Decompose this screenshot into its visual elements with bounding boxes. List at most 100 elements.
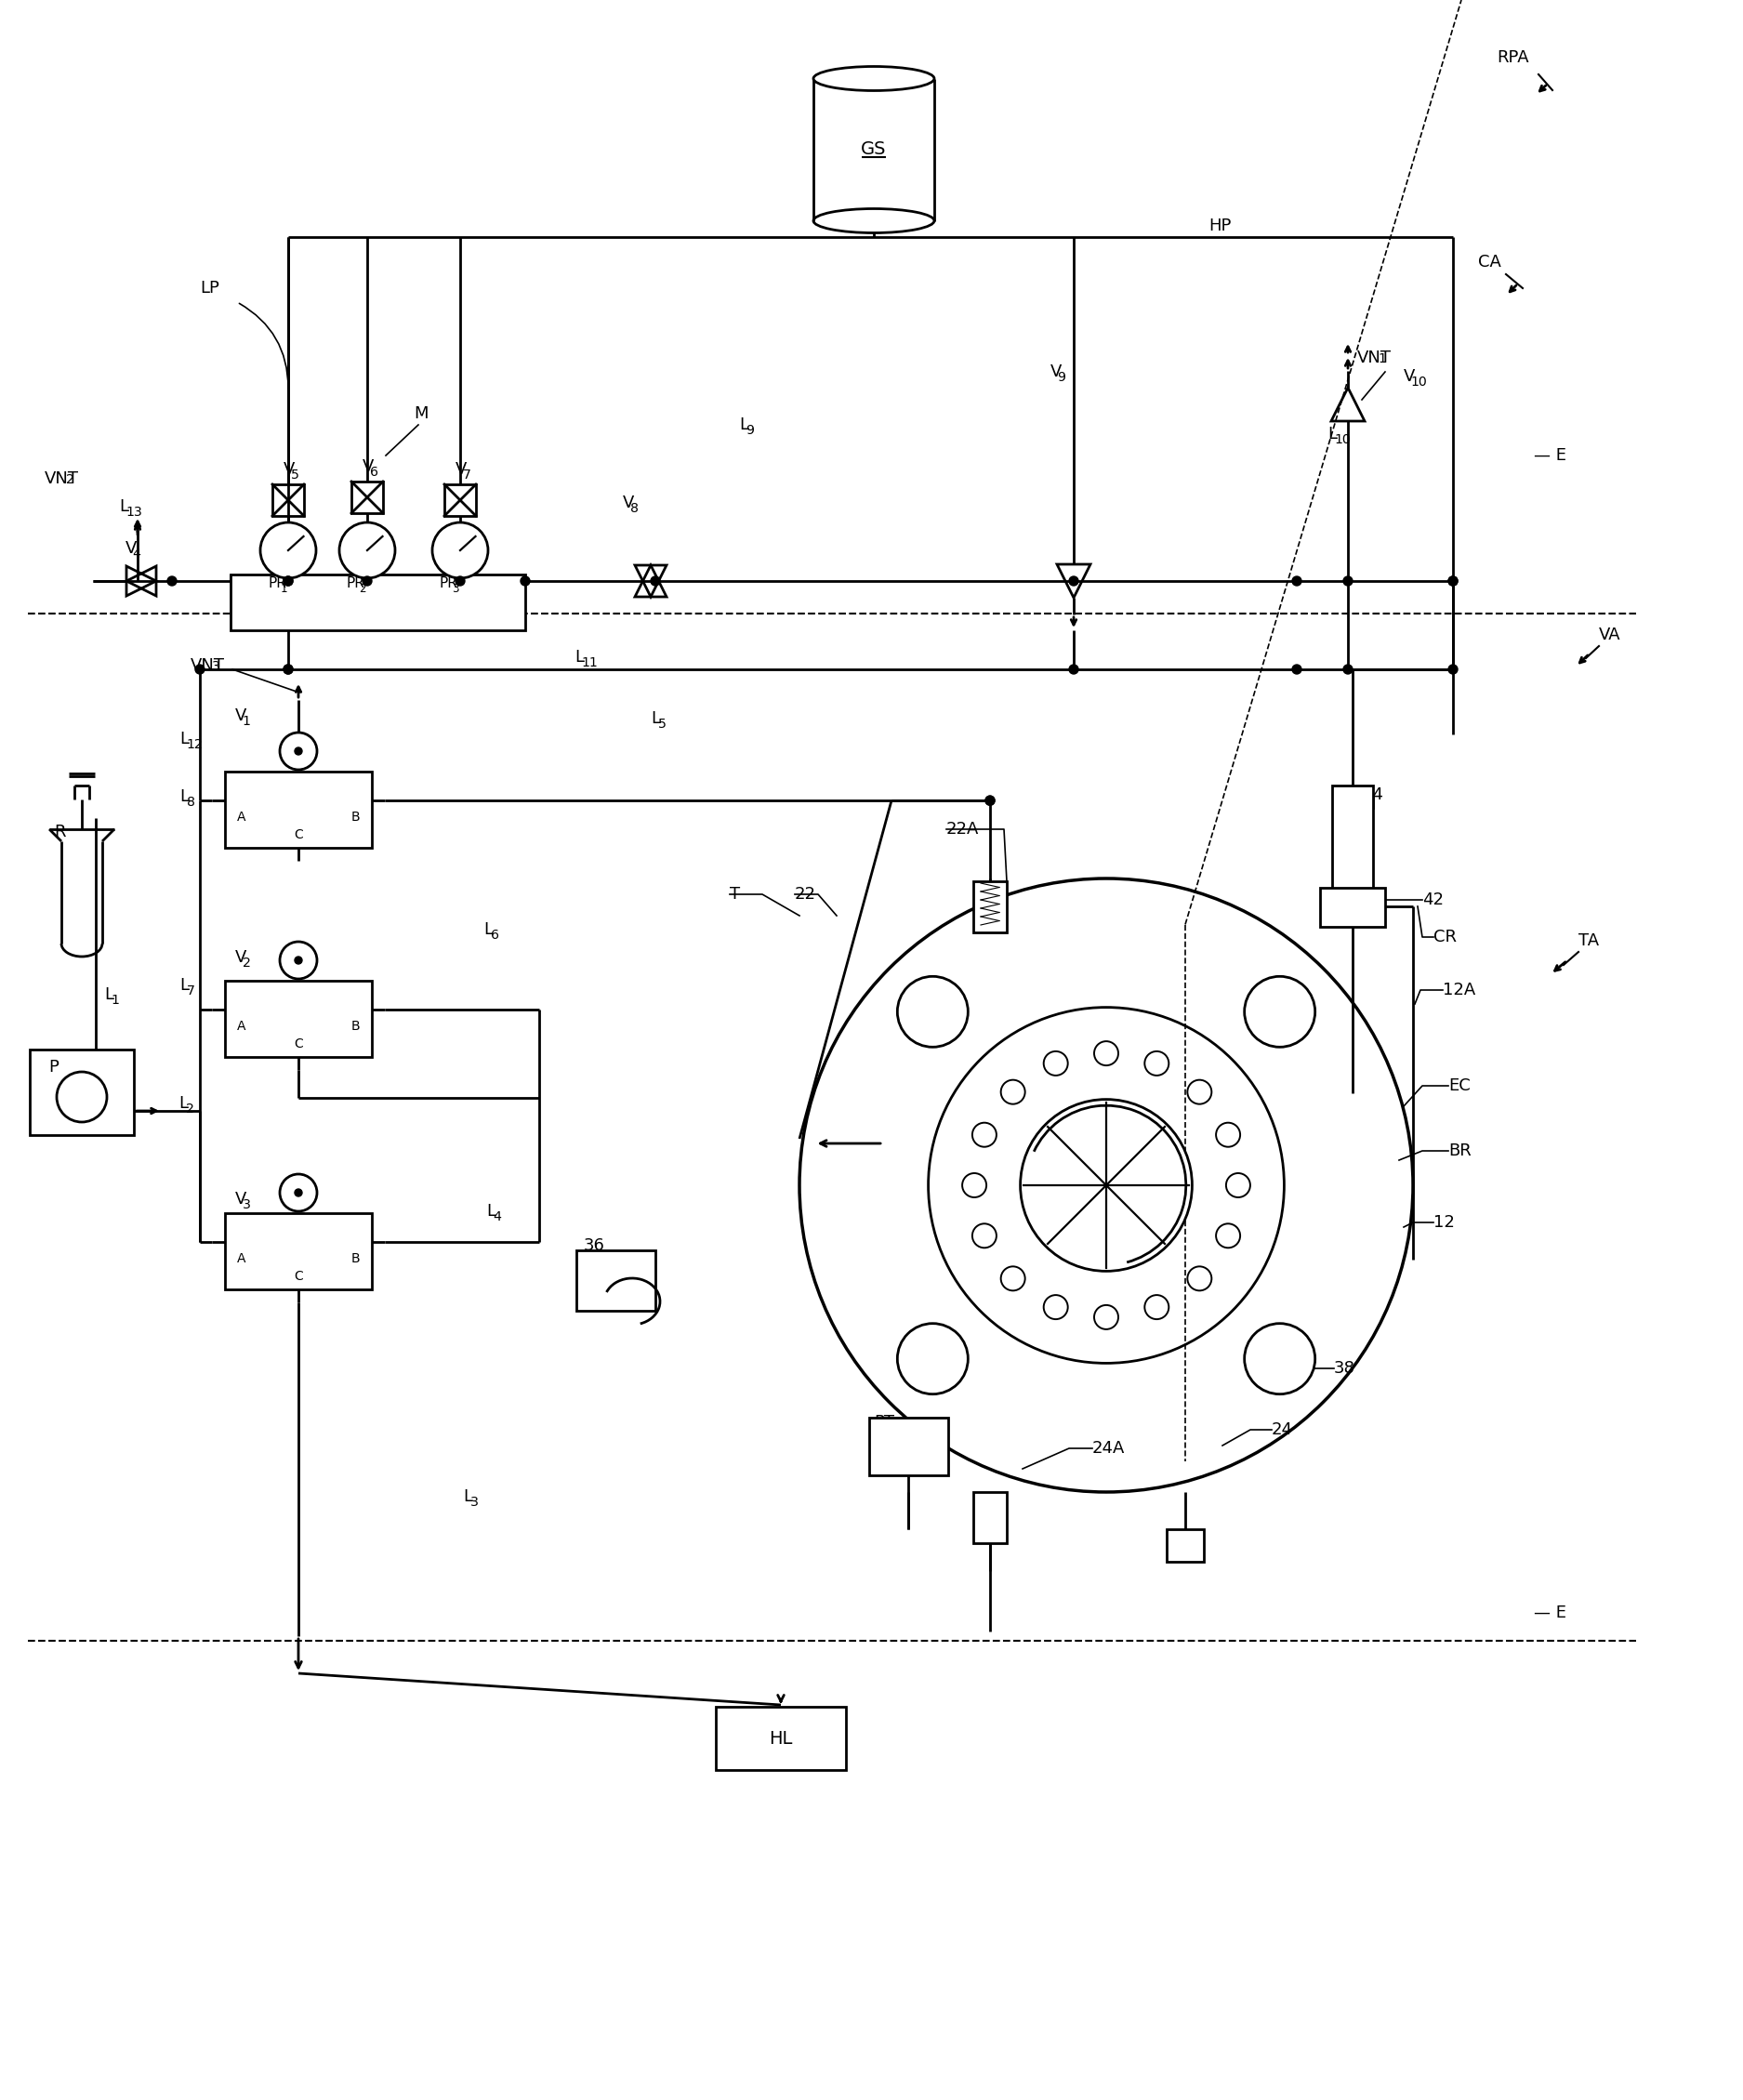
Text: VA: VA [1598, 626, 1621, 643]
Text: 22A: 22A [946, 821, 980, 838]
Text: 22: 22 [795, 886, 816, 903]
Text: L: L [178, 1094, 188, 1111]
Text: 13: 13 [125, 506, 143, 519]
Text: V: V [235, 708, 248, 724]
Circle shape [1448, 575, 1457, 586]
Text: 3: 3 [242, 1199, 251, 1212]
Text: 11: 11 [582, 657, 598, 670]
Text: 24A: 24A [1093, 1441, 1126, 1457]
Text: 42: 42 [1422, 892, 1443, 907]
Ellipse shape [814, 67, 934, 90]
Text: HL: HL [769, 1730, 793, 1747]
Text: L: L [650, 710, 661, 727]
Circle shape [1020, 1100, 1192, 1270]
Text: L: L [119, 498, 129, 514]
Text: 2: 2 [66, 475, 73, 487]
Text: 1: 1 [112, 993, 119, 1008]
Text: 1: 1 [281, 582, 288, 594]
Circle shape [973, 1124, 997, 1147]
Circle shape [1000, 1266, 1025, 1291]
Text: 10: 10 [1410, 376, 1428, 388]
Circle shape [1187, 1079, 1211, 1105]
Circle shape [340, 523, 396, 578]
Circle shape [973, 1224, 997, 1247]
Circle shape [1344, 666, 1353, 674]
Circle shape [1187, 1266, 1211, 1291]
Text: — E: — E [1534, 1604, 1567, 1621]
Bar [870, 1418, 948, 1476]
Text: 1: 1 [242, 716, 251, 729]
Text: 3: 3 [211, 662, 220, 674]
Text: A: A [237, 811, 246, 823]
Circle shape [295, 1189, 302, 1197]
Text: L: L [180, 788, 188, 804]
Text: PR: PR [268, 575, 286, 590]
Text: C: C [295, 1270, 303, 1283]
Text: 5: 5 [657, 718, 666, 731]
Text: VNT: VNT [190, 657, 225, 674]
Text: L: L [180, 731, 188, 748]
Text: B: B [350, 1021, 359, 1033]
Circle shape [363, 575, 371, 586]
Circle shape [1225, 1174, 1250, 1197]
Circle shape [1095, 1042, 1119, 1065]
Text: 2: 2 [242, 958, 251, 970]
Text: C: C [295, 1037, 303, 1050]
Text: GS: GS [861, 141, 887, 157]
Circle shape [295, 748, 302, 754]
Circle shape [1292, 575, 1302, 586]
Text: BR: BR [1448, 1142, 1471, 1159]
Bar [1332, 785, 1373, 907]
Text: L: L [180, 976, 188, 993]
Bar [272, 485, 303, 517]
Circle shape [284, 575, 293, 586]
Circle shape [650, 575, 661, 586]
Text: L: L [1328, 426, 1337, 443]
Text: PR: PR [347, 575, 366, 590]
Text: 7: 7 [462, 468, 471, 483]
Circle shape [1044, 1296, 1068, 1319]
Circle shape [1068, 575, 1079, 586]
Text: V: V [622, 496, 634, 510]
Circle shape [1068, 666, 1079, 674]
Text: 10: 10 [1335, 433, 1351, 447]
Circle shape [1245, 1323, 1314, 1394]
Text: VNT: VNT [1358, 349, 1391, 365]
Text: L: L [105, 987, 113, 1004]
Bar [225, 981, 371, 1056]
Text: HP: HP [1208, 218, 1231, 235]
Text: L: L [486, 1203, 495, 1220]
Text: V: V [284, 462, 295, 479]
Circle shape [800, 878, 1414, 1491]
Text: 5: 5 [291, 468, 298, 483]
Text: V: V [363, 458, 375, 475]
Text: LP: LP [200, 279, 220, 296]
Text: B: B [350, 1252, 359, 1266]
Text: 6: 6 [370, 466, 378, 479]
Circle shape [1448, 666, 1457, 674]
Text: 6: 6 [490, 928, 498, 943]
Circle shape [284, 575, 293, 586]
Bar [577, 1250, 655, 1310]
Bar [973, 882, 1007, 932]
Text: 8: 8 [629, 502, 638, 514]
Text: 12: 12 [187, 739, 202, 752]
Text: CA: CA [1478, 254, 1501, 271]
Text: A: A [237, 1021, 246, 1033]
Text: 8: 8 [187, 796, 195, 808]
Text: 3: 3 [451, 582, 458, 594]
Bar [230, 575, 525, 630]
Circle shape [167, 575, 176, 586]
Bar [444, 485, 476, 517]
Circle shape [521, 575, 530, 586]
Text: P: P [49, 1058, 59, 1075]
Text: 9: 9 [746, 424, 755, 437]
Text: 12A: 12A [1443, 981, 1476, 997]
Circle shape [898, 1323, 967, 1394]
Text: V: V [125, 540, 138, 556]
Text: 2: 2 [359, 582, 366, 594]
Text: L: L [483, 922, 493, 939]
Circle shape [1292, 666, 1302, 674]
Bar [225, 1214, 371, 1289]
Text: 12: 12 [1433, 1214, 1455, 1231]
